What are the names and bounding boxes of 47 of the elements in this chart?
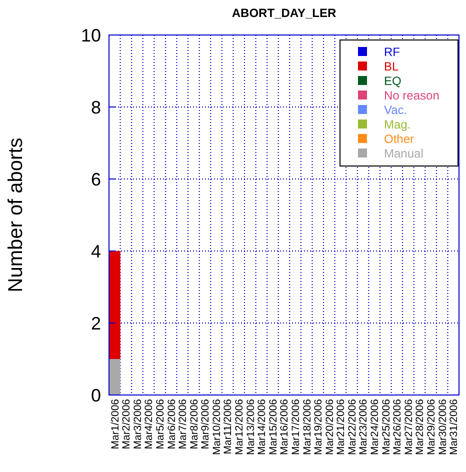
legend-label: No reason	[384, 88, 440, 103]
x-tick-label: Mar1/2006	[109, 398, 122, 450]
y-tick-label: 4	[90, 241, 101, 262]
x-tick-label: Mar23/2006	[358, 398, 370, 456]
y-tick-label: 6	[90, 169, 101, 190]
legend-label: Other	[384, 132, 414, 146]
x-tick-label: Mar26/2006	[392, 398, 404, 456]
x-tick-label: Mar25/2006	[380, 398, 392, 456]
x-tick-label: Mar22/2006	[346, 398, 358, 456]
x-tick-label: Mar28/2006	[414, 398, 426, 456]
x-tick-label: Mar21/2006	[335, 398, 348, 456]
x-tick-label: Mar9/2006	[200, 398, 212, 450]
legend-label: EQ	[384, 74, 402, 88]
x-tick-label: Mar31/2006	[448, 398, 460, 456]
y-tick-label: 0	[90, 385, 101, 406]
x-tick-label: Mar6/2006	[166, 398, 178, 450]
legend-label: RF	[384, 45, 400, 60]
x-tick-label: Mar27/2006	[402, 398, 415, 456]
legend-label: Mag.	[384, 118, 411, 132]
y-tick-label: 10	[80, 25, 101, 46]
x-tick-label: Mar24/2006	[369, 398, 381, 456]
y-tick-label: 2	[90, 313, 101, 334]
x-tick-label: Mar7/2006	[177, 398, 190, 450]
x-tick-label: Mar2/2006	[120, 398, 133, 450]
x-tick-label: Mar19/2006	[312, 398, 325, 456]
x-tick-label: Mar13/2006	[244, 398, 257, 456]
legend-label: Manual	[384, 146, 424, 161]
x-tick-label: Mar14/2006	[256, 398, 268, 456]
x-tick-label: Mar17/2006	[290, 398, 302, 456]
x-tick-label: Mar4/2006	[143, 398, 156, 450]
x-tick-label: Mar10/2006	[210, 398, 223, 456]
y-axis-title: Number of aborts	[5, 138, 27, 292]
chart-title: ABORT_DAY_LER	[232, 6, 336, 20]
legend-label: BL	[384, 60, 400, 74]
x-tick-label: Mar16/2006	[278, 398, 291, 456]
legend-label: Vac.	[384, 103, 408, 118]
x-tick-label: Mar5/2006	[154, 398, 166, 450]
x-tick-label: Mar12/2006	[234, 398, 246, 456]
x-tick-label: Mar20/2006	[324, 398, 336, 456]
x-tick-label: Mar29/2006	[425, 398, 438, 456]
x-tick-label: Mar30/2006	[436, 398, 449, 456]
x-tick-label: Mar8/2006	[188, 398, 200, 450]
y-tick-label: 8	[90, 97, 101, 118]
x-tick-label: Mar18/2006	[301, 398, 314, 456]
x-tick-label: Mar15/2006	[267, 398, 280, 456]
x-tick-label: Mar11/2006	[222, 398, 234, 454]
x-tick-label: Mar3/2006	[132, 398, 144, 450]
